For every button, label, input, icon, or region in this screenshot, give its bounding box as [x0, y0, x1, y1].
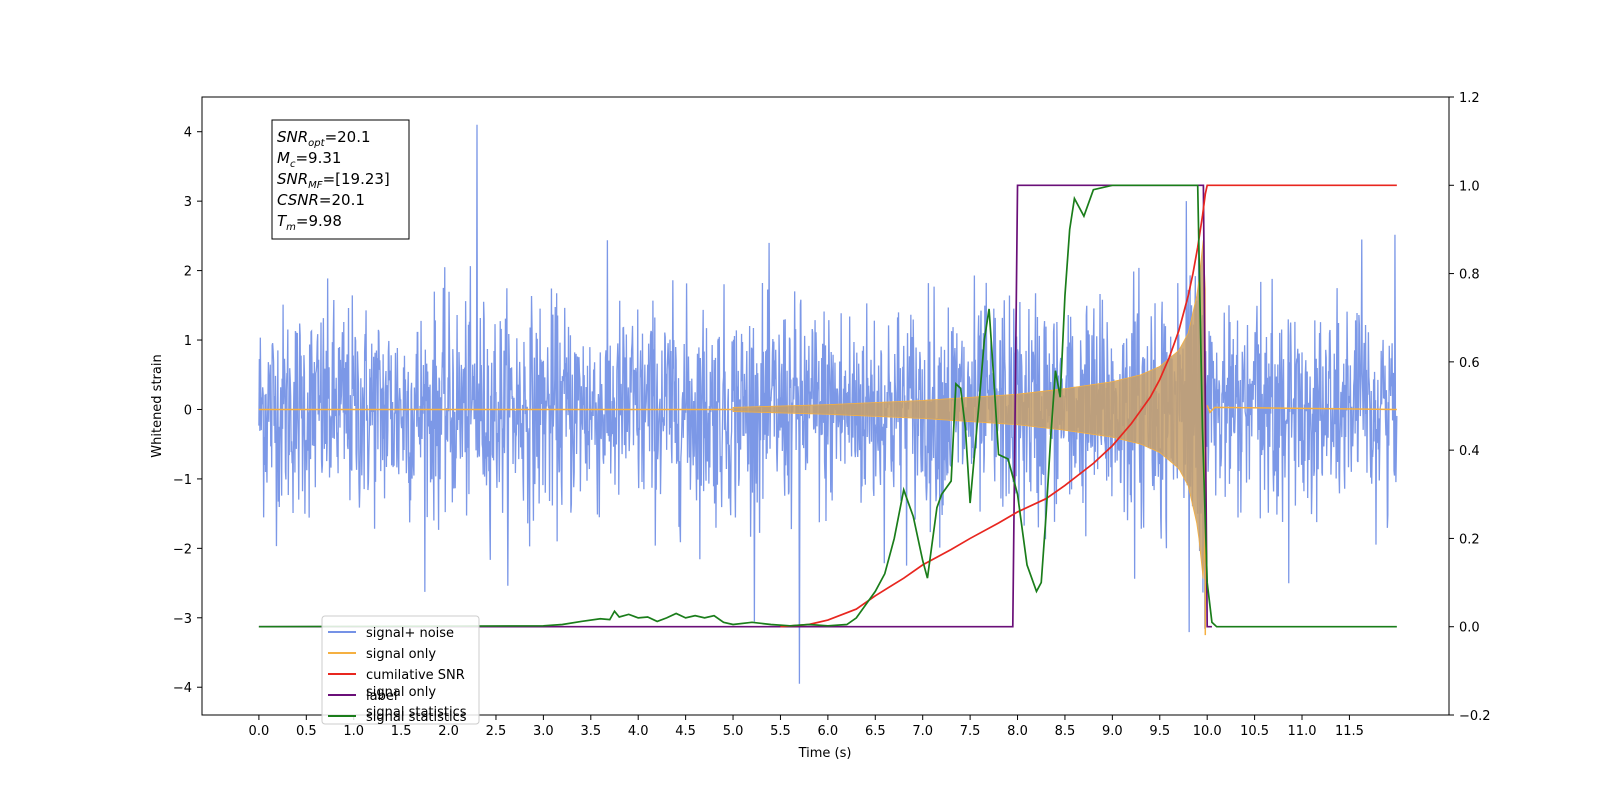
x-tick-label: 0.5 — [296, 724, 317, 739]
series-signal-noise — [258, 124, 1398, 684]
x-tick-label: 3.0 — [533, 724, 554, 739]
y2-tick-label: 0.0 — [1459, 621, 1480, 636]
y-axis-left: −4 −3 −2 −1 0 1 2 3 4 — [173, 126, 202, 696]
legend-label: cumilative SNR — [366, 668, 465, 683]
x-tick-label: 8.0 — [1007, 724, 1028, 739]
y2-tick-label: −0.2 — [1459, 709, 1491, 724]
y-axis-right: −0.2 0.0 0.2 0.4 0.6 0.8 1.0 1.2 — [1449, 91, 1491, 724]
x-axis: 0.0 0.5 1.0 1.5 2.0 2.5 3.0 3.5 4.0 4.5 5.0 5.5 6.0 6… — [249, 715, 1364, 739]
x-tick-label: 7.0 — [912, 724, 933, 739]
legend-ghost-text: signal statistics — [366, 705, 467, 720]
stats-annotation-box: SNRopt=20.1Mc=9.31SNRMF=[19.23]CSNR=20.1… — [271, 119, 410, 240]
annotation-line: Tm=9.98 — [277, 212, 342, 233]
y-tick-label: −4 — [173, 681, 192, 696]
x-tick-label: 3.5 — [580, 724, 601, 739]
x-tick-label: 7.5 — [960, 724, 981, 739]
x-tick-label: 5.0 — [723, 724, 744, 739]
plot-area — [258, 124, 1398, 684]
legend-label: signal+ noise — [366, 626, 454, 641]
x-tick-label: 1.0 — [343, 724, 364, 739]
x-tick-label: 8.5 — [1055, 724, 1076, 739]
y2-tick-label: 0.4 — [1459, 444, 1480, 459]
x-tick-label: 10.5 — [1240, 724, 1269, 739]
series-cumilative-snr — [780, 184, 1397, 628]
y-tick-label: −1 — [173, 473, 192, 488]
annotation-line: CSNR=20.1 — [277, 191, 365, 209]
y2-tick-label: 1.0 — [1459, 179, 1480, 194]
y-tick-label: −3 — [173, 612, 192, 627]
x-tick-label: 2.0 — [438, 724, 459, 739]
annotation-frame — [271, 119, 410, 240]
y-tick-label: −2 — [173, 542, 192, 557]
x-tick-label: 10.0 — [1193, 724, 1222, 739]
x-tick-label: 4.5 — [675, 724, 696, 739]
x-tick-label: 4.0 — [628, 724, 649, 739]
y-tick-label: 4 — [184, 126, 192, 141]
x-tick-label: 9.0 — [1102, 724, 1123, 739]
x-tick-label: 9.5 — [1149, 724, 1170, 739]
x-tick-label: 11.0 — [1288, 724, 1317, 739]
x-tick-label: 11.5 — [1335, 724, 1364, 739]
y-tick-label: 1 — [184, 334, 192, 349]
y-tick-label: 2 — [184, 265, 192, 280]
y2-tick-label: 0.8 — [1459, 268, 1480, 283]
plot-frame — [201, 96, 1450, 716]
x-axis-label: Time (s) — [798, 746, 852, 761]
x-tick-label: 2.5 — [486, 724, 507, 739]
annotation-line: SNRopt=20.1 — [277, 128, 371, 149]
y2-tick-label: 1.2 — [1459, 91, 1480, 106]
y-tick-label: 3 — [184, 195, 192, 210]
y-axis-label: Whitened strain — [150, 354, 165, 457]
x-tick-label: 6.5 — [865, 724, 886, 739]
y-tick-label: 0 — [184, 403, 192, 418]
annotation-line: SNRMF=[19.23] — [277, 170, 390, 191]
x-tick-label: 1.5 — [391, 724, 412, 739]
x-tick-label: 6.0 — [818, 724, 839, 739]
x-tick-label: 0.0 — [249, 724, 270, 739]
legend: signal only signal statistics signal+ nois… — [321, 615, 480, 725]
x-tick-label: 5.5 — [770, 724, 791, 739]
series-signal-statistics — [258, 184, 1397, 628]
y2-tick-label: 0.6 — [1459, 356, 1480, 371]
annotation-line: Mc=9.31 — [277, 149, 341, 170]
legend-frame — [321, 615, 480, 725]
y2-tick-label: 0.2 — [1459, 532, 1480, 547]
legend-label: signal statistics — [366, 710, 467, 725]
legend-label: signal only — [366, 647, 436, 662]
legend-label: label — [366, 689, 397, 704]
legend-ghost-text: signal only — [366, 685, 436, 700]
